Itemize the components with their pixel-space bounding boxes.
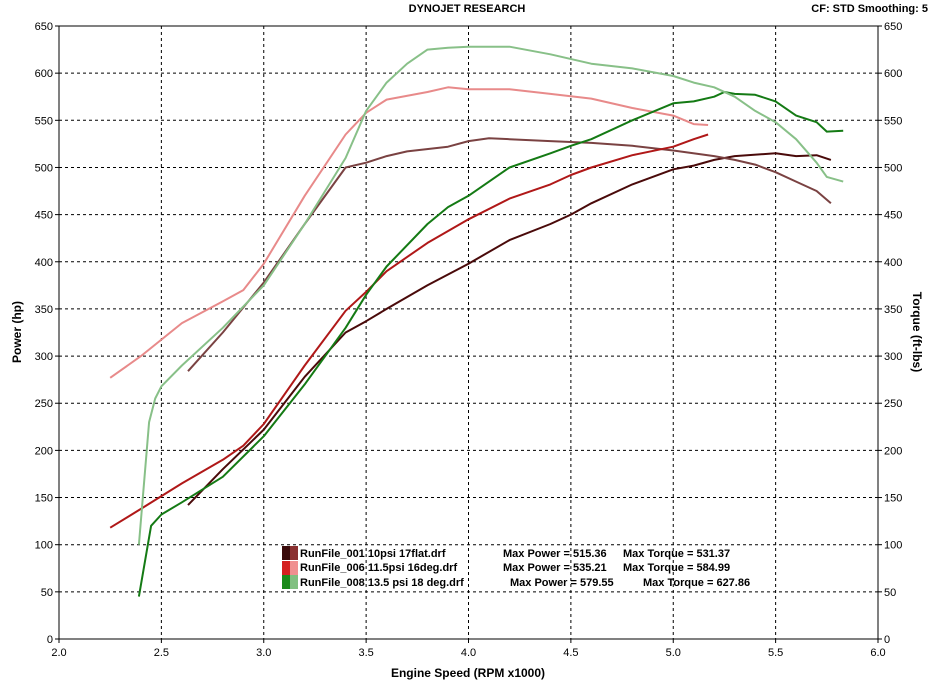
legend-swatch-dark [282,546,290,560]
legend-swatch-dark [282,561,290,575]
x-axis-label: Engine Speed (RPM x1000) [391,666,545,680]
x-axis-ticks: 2.0 2.5 3.0 3.5 4.0 4.5 5.0 5.5 6.0 [51,639,886,659]
y-left-tick-label: 200 [35,445,53,457]
legend-file: RunFile_006 11.5psi 16deg.drf [300,562,457,574]
legend-item-run-008: RunFile_008 13.5 psi 18 deg.drf Max Powe… [282,575,750,589]
y-left-tick-label: 650 [35,21,53,33]
legend-max-power: Max Power = 535.21 [503,562,607,574]
legend-max-torque: Max Torque = 627.86 [643,577,750,589]
grid-lines [59,26,878,639]
legend-swatch-light [290,575,298,589]
legend-max-power: Max Power = 515.36 [503,548,607,560]
legend-swatch-light [290,561,298,575]
legend-item-run-001: RunFile_001 10psi 17flat.drf Max Power =… [282,546,730,560]
y-left-tick-label: 300 [35,351,53,363]
y-left-tick-label: 500 [35,162,53,174]
y-left-tick-label: 600 [35,68,53,80]
y-right-tick-label: 100 [884,540,902,552]
y-left-tick-label: 450 [35,210,53,222]
y-right-tick-label: 300 [884,351,902,363]
y-right-tick-label: 350 [884,304,902,316]
series-line-runfile-001-torque [187,137,832,372]
x-tick-label: 2.5 [154,647,169,659]
y-left-tick-label: 350 [35,304,53,316]
legend: RunFile_001 10psi 17flat.drf Max Power =… [282,546,750,589]
series-line-runfile-008-torque [137,45,844,545]
legend-max-torque: Max Torque = 531.37 [623,548,730,560]
y-right-tick-label: 150 [884,493,902,505]
series-line-runfile-008-power [137,91,844,597]
legend-swatch-dark [282,575,290,589]
y-right-tick-label: 500 [884,162,902,174]
x-tick-label: 5.0 [666,647,681,659]
x-tick-label: 4.0 [461,647,476,659]
y-right-tick-label: 650 [884,21,902,33]
y-axis-left-label: Power (hp) [10,301,24,363]
series-line-runfile-006-torque [109,86,709,379]
y-right-tick-label: 200 [884,445,902,457]
x-tick-label: 5.5 [768,647,783,659]
y-left-tick-label: 150 [35,493,53,505]
y-left-tick-label: 550 [35,115,53,127]
x-tick-label: 3.5 [358,647,373,659]
data-series [109,45,844,597]
x-tick-label: 3.0 [256,647,271,659]
legend-item-run-006: RunFile_006 11.5psi 16deg.drf Max Power … [282,561,730,575]
y-right-tick-label: 250 [884,398,902,410]
y-left-tick-label: 0 [47,634,53,646]
legend-file: RunFile_001 10psi 17flat.drf [300,548,446,560]
y-axis-right-label: Torque (ft-lbs) [910,292,924,372]
y-right-tick-label: 50 [884,587,896,599]
series-line-runfile-006-power [109,133,709,529]
x-tick-label: 4.5 [563,647,578,659]
y-left-tick-label: 100 [35,540,53,552]
x-tick-label: 6.0 [870,647,885,659]
y-left-tick-label: 250 [35,398,53,410]
chart-settings: CF: STD Smoothing: 5 [811,3,928,15]
y-right-tick-label: 550 [884,115,902,127]
legend-max-torque: Max Torque = 584.99 [623,562,730,574]
y-axis-left-ticks: 0 50 100 150 200 250 300 350 400 450 500 550 600 650 [35,21,59,646]
y-right-tick-label: 0 [884,634,890,646]
legend-max-power: Max Power = 579.55 [510,577,614,589]
y-right-tick-label: 450 [884,210,902,222]
y-left-tick-label: 50 [41,587,53,599]
x-tick-label: 2.0 [51,647,66,659]
y-right-tick-label: 600 [884,68,902,80]
y-axis-right-ticks: 0 50 100 150 200 250 300 350 400 450 500 550 600 650 [878,21,902,646]
chart-title: DYNOJET RESEARCH [409,3,526,15]
legend-swatch-light [290,546,298,560]
y-left-tick-label: 400 [35,257,53,269]
y-right-tick-label: 400 [884,257,902,269]
legend-file: RunFile_008 13.5 psi 18 deg.drf [300,577,464,589]
